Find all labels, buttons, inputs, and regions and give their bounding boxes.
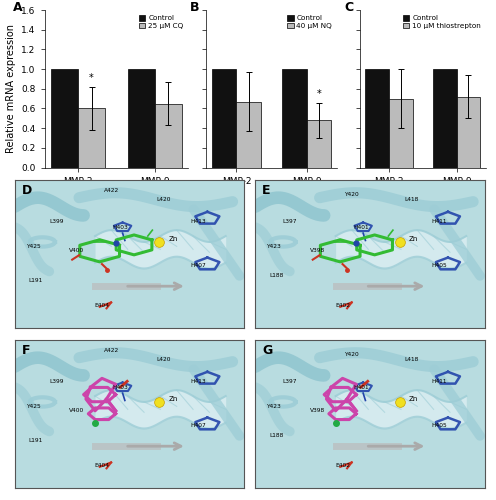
Legend: Control, 40 μM NQ: Control, 40 μM NQ xyxy=(286,14,334,30)
Text: A: A xyxy=(13,0,23,14)
Text: H401: H401 xyxy=(353,224,369,230)
Text: H403: H403 xyxy=(113,224,128,230)
Text: Y425: Y425 xyxy=(26,404,41,409)
Text: V398: V398 xyxy=(310,248,325,254)
Text: D: D xyxy=(22,184,32,198)
Text: *: * xyxy=(316,88,321,99)
Text: H413: H413 xyxy=(190,219,206,224)
Text: L397: L397 xyxy=(283,219,297,224)
Text: Y423: Y423 xyxy=(266,244,281,249)
Bar xyxy=(307,120,331,168)
Bar xyxy=(366,69,389,168)
Text: H411: H411 xyxy=(431,219,446,224)
Text: F: F xyxy=(22,344,30,358)
Text: G: G xyxy=(262,344,273,358)
Text: L399: L399 xyxy=(49,219,63,224)
Text: V400: V400 xyxy=(69,248,84,254)
Text: L191: L191 xyxy=(28,438,43,443)
Text: E404: E404 xyxy=(94,303,110,308)
Bar xyxy=(237,102,261,168)
Text: Y420: Y420 xyxy=(344,192,359,198)
Text: Y423: Y423 xyxy=(266,404,281,409)
Text: Y420: Y420 xyxy=(344,352,359,357)
Text: H403: H403 xyxy=(113,384,128,390)
Bar xyxy=(212,69,237,168)
Text: L420: L420 xyxy=(157,356,171,362)
Bar xyxy=(128,69,155,168)
Text: Zn: Zn xyxy=(409,396,418,402)
Text: H407: H407 xyxy=(190,263,206,268)
Text: L420: L420 xyxy=(157,196,171,202)
Text: V400: V400 xyxy=(69,408,84,414)
Text: E402: E402 xyxy=(335,303,350,308)
Text: *: * xyxy=(89,73,94,83)
Text: L191: L191 xyxy=(28,278,43,283)
Text: B: B xyxy=(190,0,199,14)
Text: H405: H405 xyxy=(431,263,446,268)
Text: V398: V398 xyxy=(310,408,325,414)
Y-axis label: Relative mRNA expression: Relative mRNA expression xyxy=(5,24,16,153)
Text: Zn: Zn xyxy=(169,236,178,242)
Text: C: C xyxy=(344,0,354,14)
Text: E402: E402 xyxy=(335,463,350,468)
Bar xyxy=(51,69,78,168)
Text: E404: E404 xyxy=(94,463,110,468)
Bar xyxy=(282,69,307,168)
Text: L418: L418 xyxy=(404,196,419,202)
Text: H411: H411 xyxy=(431,379,446,384)
Text: H405: H405 xyxy=(431,423,446,428)
Bar xyxy=(433,69,457,168)
Text: E: E xyxy=(262,184,271,198)
Text: L418: L418 xyxy=(404,356,419,362)
Bar xyxy=(457,96,480,168)
Text: A422: A422 xyxy=(104,348,119,353)
Bar xyxy=(78,108,105,168)
Legend: Control, 25 μM CQ: Control, 25 μM CQ xyxy=(137,14,185,30)
Text: H407: H407 xyxy=(190,423,206,428)
Text: L399: L399 xyxy=(49,379,63,384)
Text: L188: L188 xyxy=(269,434,283,438)
Bar xyxy=(389,98,413,168)
Text: H401: H401 xyxy=(353,384,369,390)
Text: Y425: Y425 xyxy=(26,244,41,249)
Legend: Control, 10 μM thiostrepton: Control, 10 μM thiostrepton xyxy=(401,14,483,30)
Text: A422: A422 xyxy=(104,188,119,193)
Text: Zn: Zn xyxy=(409,236,418,242)
Text: Zn: Zn xyxy=(169,396,178,402)
Bar xyxy=(155,104,182,168)
Text: L397: L397 xyxy=(283,379,297,384)
Text: H413: H413 xyxy=(190,379,206,384)
Text: L188: L188 xyxy=(269,274,283,278)
